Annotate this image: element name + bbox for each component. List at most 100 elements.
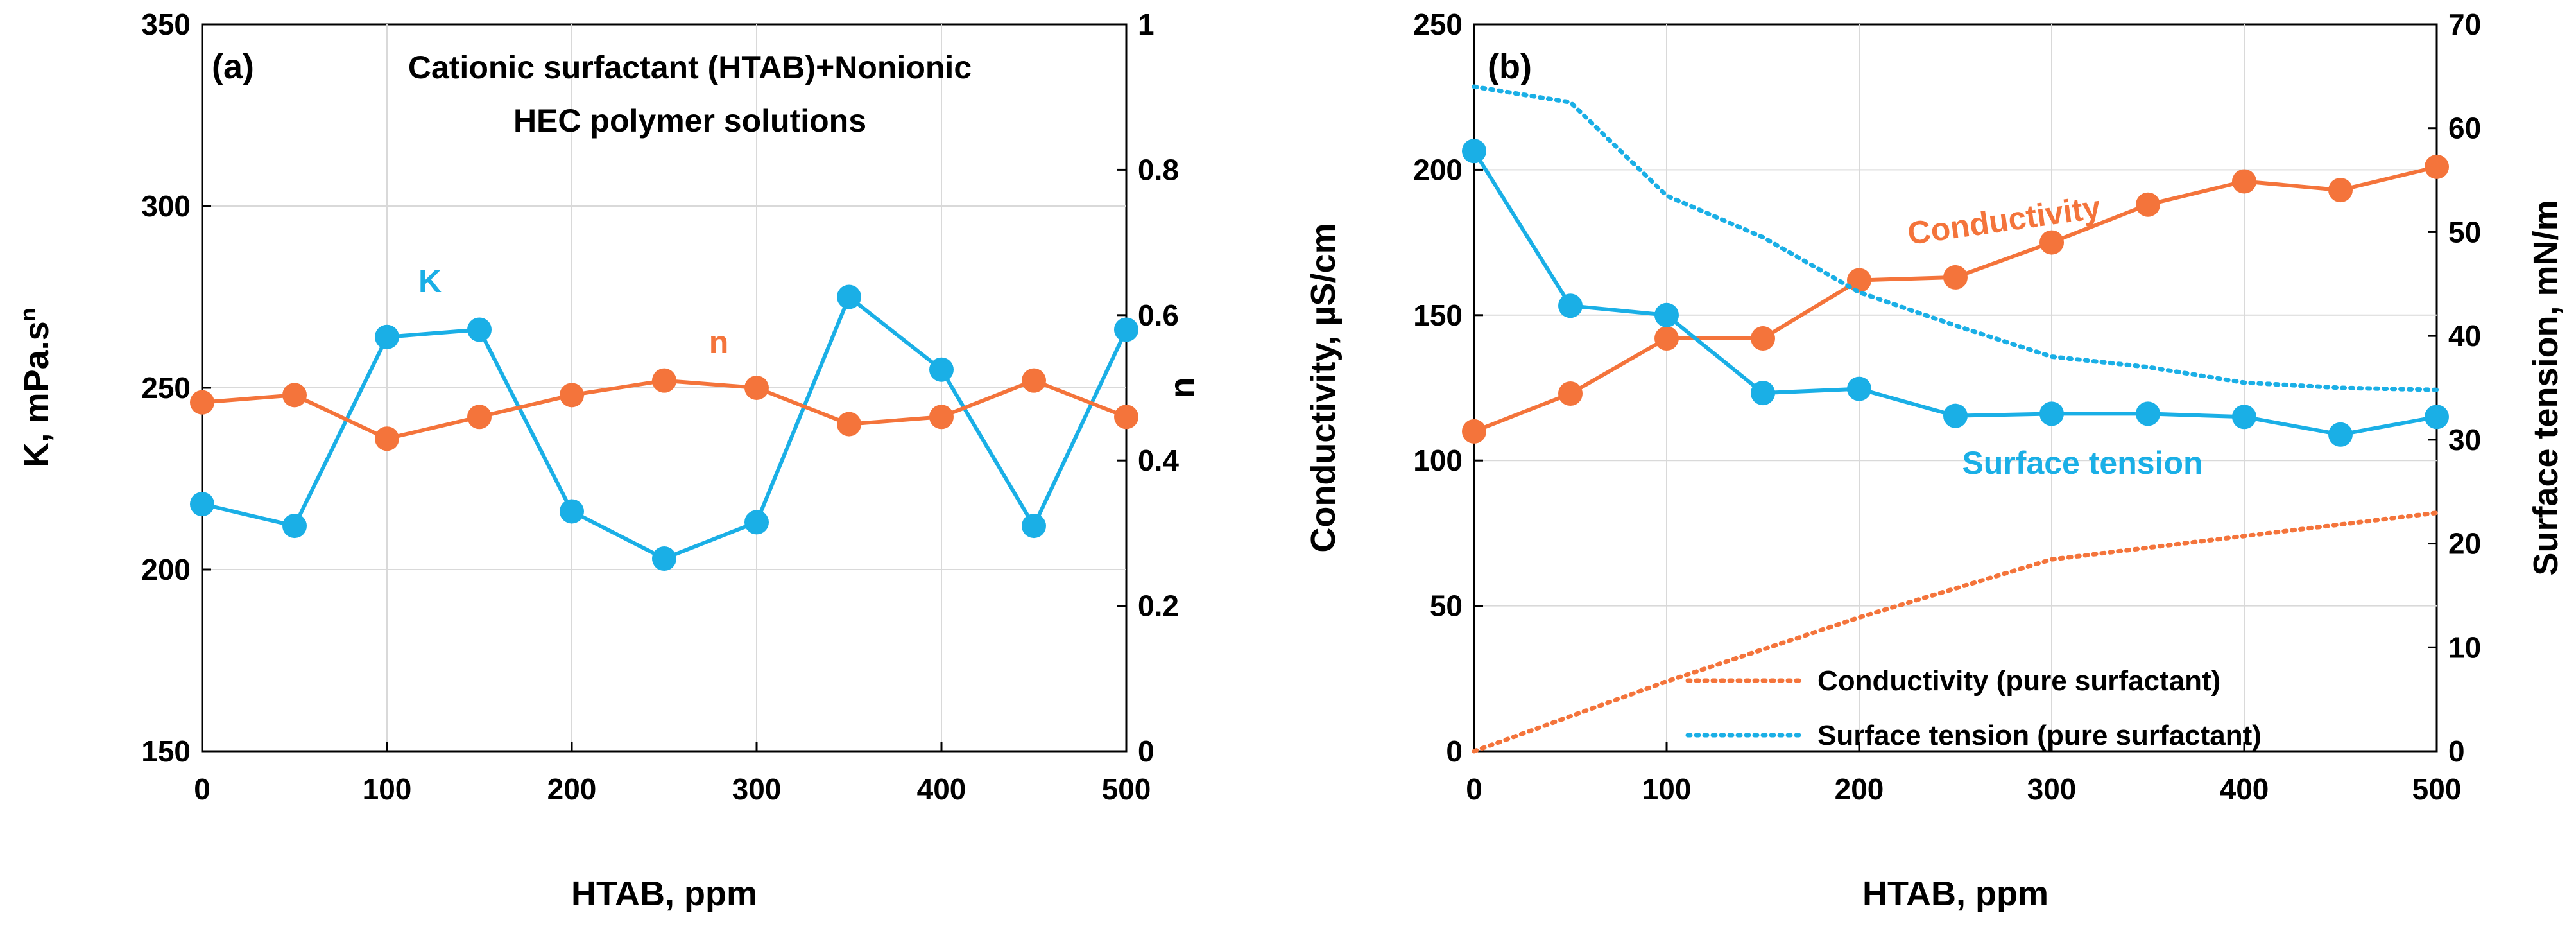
panel-b-x-tick-label: 100 — [1642, 772, 1692, 806]
data-point-surface-tension — [1462, 139, 1486, 164]
panel-b-x-tick-label: 0 — [1466, 772, 1482, 806]
data-point-k — [837, 284, 861, 309]
panel-b-y-left-tick-label: 0 — [1446, 735, 1463, 768]
panel-a-x-tick-label: 300 — [732, 772, 782, 806]
y-axis-title-left-b: Conductivity, µS/cm — [1304, 223, 1343, 552]
panel-a-y-right-tick-label: 1 — [1138, 8, 1155, 41]
data-point-n — [929, 405, 954, 430]
panel-a-x-tick-label: 500 — [1102, 772, 1151, 806]
data-point-k — [1022, 514, 1046, 539]
data-point-conductivity — [2039, 230, 2064, 255]
data-point-conductivity — [1462, 419, 1486, 444]
panel-b-x-tick-label: 200 — [1835, 772, 1884, 806]
panel-a-title-line-2: HEC polymer solutions — [513, 103, 866, 139]
series-a — [190, 284, 1138, 571]
panel-b-y-right-tick-label: 60 — [2448, 112, 2481, 145]
data-point-n — [837, 412, 861, 437]
x-axis-title-a: HTAB, ppm — [571, 874, 757, 913]
data-point-n — [1114, 405, 1138, 430]
panel-a-y-right-tick-label: 0 — [1138, 735, 1155, 768]
panel-a-y-right-tick-label: 0.2 — [1138, 589, 1179, 623]
panel-b-y-left-tick-label: 100 — [1413, 444, 1463, 477]
panel-a-y-right-tick-label: 0.4 — [1138, 444, 1179, 477]
data-point-conductivity — [1558, 381, 1583, 406]
data-point-k — [190, 492, 214, 517]
data-point-n — [560, 383, 584, 408]
panel-b: 0 100 200 300 400 500 0 50 100 150 200 250 0 10 20 30 40… — [1304, 8, 2565, 913]
panel-b-y-left-tick-label: 150 — [1413, 299, 1463, 332]
series-line-surface-tension-pure-surfactant — [1472, 84, 2439, 392]
panel-label-a: (a) — [212, 48, 254, 86]
panel-a-y-left-tick-label: 300 — [141, 189, 191, 223]
data-point-k — [282, 514, 307, 539]
data-point-k — [560, 499, 584, 524]
panel-a-y-left-tick-label: 250 — [141, 371, 191, 405]
series-label-n: n — [709, 324, 729, 360]
data-point-n — [190, 390, 214, 415]
data-point-n — [744, 376, 769, 400]
data-point-k — [375, 324, 399, 349]
data-point-conductivity — [2425, 154, 2449, 179]
legend-label-conductivity-pure: Conductivity (pure surfactant) — [1817, 665, 2220, 697]
panel-b-y-right-tick-label: 50 — [2448, 215, 2481, 248]
panel-b-y-right-tick-label: 10 — [2448, 631, 2481, 664]
series-label-surface-tension: Surface tension — [1962, 445, 2202, 481]
panel-b-y-left-tick-label: 200 — [1413, 153, 1463, 186]
panel-a-title-line-1: Cationic surfactant (HTAB)+Nonionic — [408, 49, 972, 85]
panel-a-x-tick-label: 200 — [547, 772, 597, 806]
series-line-k — [202, 295, 1128, 561]
series-label-K: K — [418, 263, 442, 299]
panel-b-y-left-tick-label: 50 — [1430, 589, 1463, 623]
panel-b-y-right-tick-label: 40 — [2448, 319, 2481, 352]
series-line-conductivity-pure-surfactant — [1472, 510, 2439, 754]
data-point-surface-tension — [2136, 401, 2160, 426]
panel-a-y-right-tick-label: 0.6 — [1138, 299, 1179, 332]
panel-a: 0 100 200 300 400 500 150 200 250 300 350 0 0.2 0.4 0.… — [16, 8, 1201, 913]
panel-label-b: (b) — [1488, 48, 1532, 86]
panel-b-y-right-tick-label: 30 — [2448, 423, 2481, 457]
panel-a-y-left-tick-label: 150 — [141, 735, 191, 768]
data-point-conductivity — [1943, 265, 1968, 290]
data-point-k — [744, 510, 769, 535]
panel-a-y-left-tick-label: 200 — [141, 553, 191, 586]
panel-b-y-right-tick-label: 20 — [2448, 527, 2481, 561]
data-point-conductivity — [1847, 268, 1871, 293]
panel-b-x-tick-label: 300 — [2027, 772, 2077, 806]
data-point-n — [282, 383, 307, 408]
ticks-a: 0 100 200 300 400 500 150 200 250 300 350 0 0.2 0.4 0.… — [141, 8, 1179, 806]
data-point-surface-tension — [1558, 293, 1583, 318]
panel-b-x-tick-label: 400 — [2220, 772, 2269, 806]
panel-b-y-left-tick-label: 250 — [1413, 8, 1463, 41]
panel-a-x-tick-label: 400 — [917, 772, 966, 806]
data-point-k — [929, 357, 954, 382]
gridlines-a — [202, 24, 1126, 751]
data-point-surface-tension — [1847, 376, 1871, 401]
data-point-conductivity — [1654, 326, 1679, 351]
data-point-n — [467, 405, 492, 430]
data-point-conductivity — [2136, 192, 2160, 217]
data-point-k — [652, 546, 676, 571]
legend-label-surface-tension-pure: Surface tension (pure surfactant) — [1817, 720, 2262, 751]
y-axis-title-left-a: K, mPa.sn — [16, 308, 56, 468]
panel-a-y-right-tick-label: 0.8 — [1138, 153, 1179, 186]
data-point-n — [1022, 368, 1046, 393]
panel-a-x-tick-label: 100 — [363, 772, 412, 806]
data-point-surface-tension — [1751, 381, 1775, 406]
series-line-surface-tension — [1472, 150, 2437, 437]
data-point-k — [1114, 317, 1138, 342]
data-point-surface-tension — [1654, 302, 1679, 327]
data-point-k — [467, 317, 492, 342]
panel-a-x-tick-label: 0 — [194, 772, 210, 806]
y-axis-title-right-b: Surface tension, mN/m — [2527, 200, 2565, 575]
ticks-b: 0 100 200 300 400 500 0 50 100 150 200 250 0 10 20 30 40… — [1413, 8, 2481, 806]
plot-area-b — [1473, 23, 2438, 753]
series-line-conductivity — [1473, 164, 2437, 433]
data-point-surface-tension — [2039, 401, 2064, 426]
data-point-conductivity — [2328, 178, 2353, 203]
panel-b-y-right-tick-label: 0 — [2448, 735, 2465, 768]
x-axis-title-b: HTAB, ppm — [1862, 874, 2048, 913]
legend: Conductivity (pure surfactant) Surface t… — [1685, 665, 2262, 751]
data-point-conductivity — [1751, 326, 1775, 351]
gridlines-b — [1474, 24, 2437, 751]
panel-b-y-right-tick-label: 70 — [2448, 8, 2481, 41]
